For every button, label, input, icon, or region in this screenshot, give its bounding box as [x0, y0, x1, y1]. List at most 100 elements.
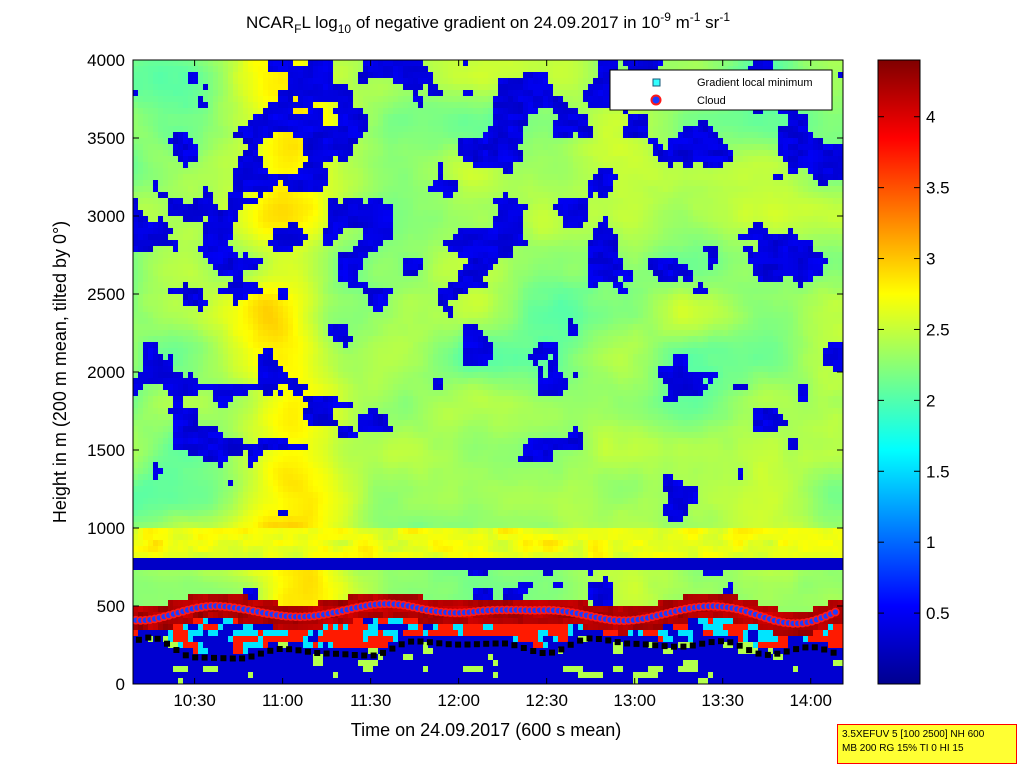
heatmap-cell [323, 138, 329, 145]
heatmap-cell [143, 162, 149, 169]
heatmap-cell [173, 390, 179, 397]
heatmap-cell [318, 186, 324, 193]
heatmap-cell [133, 414, 139, 421]
heatmap-cell [273, 540, 279, 547]
heatmap-cell [318, 204, 324, 211]
heatmap-cell [348, 228, 354, 235]
heatmap-cell [153, 132, 159, 139]
heatmap-cell [153, 318, 159, 325]
heatmap-cell [153, 234, 159, 241]
heatmap-cell [328, 108, 334, 115]
heatmap-cell [288, 330, 294, 337]
heatmap-cell [173, 654, 179, 661]
heatmap-cell [148, 144, 154, 151]
heatmap-cell [303, 108, 309, 115]
heatmap-cell [318, 504, 324, 511]
heatmap-cell [363, 648, 369, 655]
heatmap-cell [348, 60, 354, 67]
heatmap-cell [238, 402, 244, 409]
heatmap-cell [333, 588, 339, 595]
heatmap-cell [298, 270, 304, 277]
heatmap-cell [288, 540, 294, 547]
heatmap-cell [183, 168, 189, 175]
heatmap-cell [228, 282, 234, 289]
heatmap-cell [178, 552, 184, 559]
heatmap-cell [163, 300, 169, 307]
heatmap-cell [308, 66, 314, 73]
heatmap-cell [293, 114, 299, 121]
heatmap-cell [368, 78, 374, 85]
heatmap-cell [283, 324, 289, 331]
heatmap-cell [273, 552, 279, 559]
heatmap-cell [218, 378, 224, 385]
heatmap-cell [368, 360, 374, 367]
heatmap-cell [318, 654, 324, 661]
heatmap-cell [238, 288, 244, 295]
heatmap-cell [323, 678, 329, 684]
heatmap-cell [358, 330, 364, 337]
heatmap-cell [173, 300, 179, 307]
heatmap-cell [178, 186, 184, 193]
heatmap-cell [213, 564, 219, 571]
heatmap-cell [143, 234, 149, 241]
heatmap-cell [163, 576, 169, 583]
heatmap-cell [308, 210, 314, 217]
heatmap-cell [228, 372, 234, 379]
heatmap-cell [258, 552, 264, 559]
heatmap-cell [163, 468, 169, 475]
heatmap-cell [303, 462, 309, 469]
heatmap-cell [368, 246, 374, 253]
heatmap-cell [283, 132, 289, 139]
heatmap-cell [323, 168, 329, 175]
heatmap-cell [203, 402, 209, 409]
heatmap-cell [293, 504, 299, 511]
heatmap-cell [168, 96, 174, 103]
heatmap-cell [178, 516, 184, 523]
heatmap-cell [253, 216, 259, 223]
heatmap-cell [148, 396, 154, 403]
heatmap-cell [168, 402, 174, 409]
heatmap-cell [263, 396, 269, 403]
heatmap-cell [313, 438, 319, 445]
heatmap-cell [288, 174, 294, 181]
heatmap-cell [298, 600, 304, 607]
heatmap-cell [303, 66, 309, 73]
heatmap-cell [258, 528, 264, 535]
heatmap-cell [248, 600, 254, 607]
heatmap-cell [323, 414, 329, 421]
heatmap-cell [148, 222, 154, 229]
heatmap-cell [318, 576, 324, 583]
heatmap-cell [338, 648, 344, 655]
heatmap-cell [148, 270, 154, 277]
heatmap-cell [198, 408, 204, 415]
heatmap-cell [338, 672, 344, 679]
heatmap-cell [223, 558, 229, 565]
heatmap-cell [248, 114, 254, 121]
heatmap-cell [228, 120, 234, 127]
heatmap-cell [238, 564, 244, 571]
heatmap-cell [238, 666, 244, 673]
heatmap-cell [163, 324, 169, 331]
heatmap-cell [313, 198, 319, 205]
heatmap-cell [213, 660, 219, 667]
heatmap-cell [213, 150, 219, 157]
heatmap-cell [163, 270, 169, 277]
heatmap-cell [183, 210, 189, 217]
heatmap-cell [353, 192, 359, 199]
heatmap-cell [273, 606, 279, 613]
heatmap-cell [173, 630, 179, 637]
heatmap-cell [153, 648, 159, 655]
heatmap-cell [323, 540, 329, 547]
heatmap-cell [268, 72, 274, 79]
heatmap-cell [233, 642, 239, 649]
heatmap-cell [193, 234, 199, 241]
heatmap-cell [133, 456, 139, 463]
heatmap-cell [323, 150, 329, 157]
heatmap-cell [368, 330, 374, 337]
heatmap-cell [173, 408, 179, 415]
heatmap-cell [368, 528, 374, 535]
heatmap-cell [203, 300, 209, 307]
heatmap-cell [298, 432, 304, 439]
heatmap-cell [323, 462, 329, 469]
heatmap-cell [353, 84, 359, 91]
